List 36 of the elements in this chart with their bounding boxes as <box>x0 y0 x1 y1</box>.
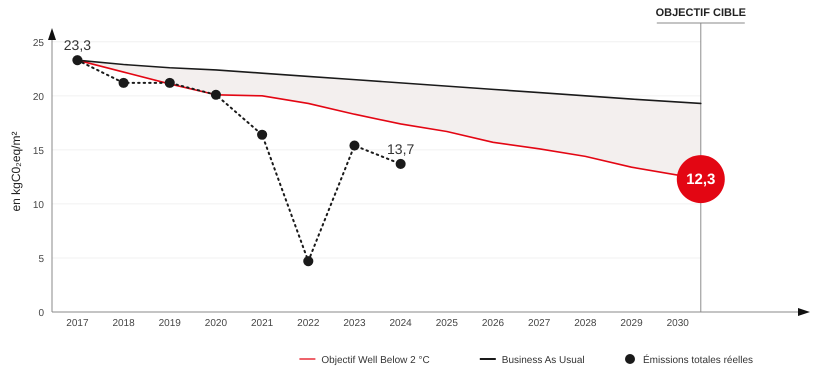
x-tick-label: 2028 <box>574 318 597 329</box>
legend-label: Objectif Well Below 2 °C <box>321 355 430 366</box>
y-tick-label: 10 <box>32 200 44 211</box>
point <box>257 130 268 140</box>
point <box>349 140 360 151</box>
legend-label: Émissions totales réelles <box>643 354 754 366</box>
point <box>396 158 406 169</box>
y-axis-title: en kgC0₂eq/m² <box>9 131 23 212</box>
y-tick-label: 20 <box>32 92 44 103</box>
point <box>164 78 175 88</box>
point <box>210 90 221 100</box>
point <box>72 55 82 66</box>
point <box>118 78 129 88</box>
y-tick-label: 5 <box>38 254 44 265</box>
x-tick-label: 2030 <box>666 318 690 329</box>
x-tick-label: 2019 <box>158 318 182 329</box>
y-tick-label: 0 <box>38 308 44 319</box>
ref-line-label: OBJECTIF CIBLE <box>656 7 746 19</box>
x-tick-label: 2025 <box>436 318 458 329</box>
data-label: 13,7 <box>387 140 414 157</box>
x-tick-label: 2021 <box>250 318 274 329</box>
y-tick-label: 25 <box>32 38 44 49</box>
data-label: 23,3 <box>64 37 92 54</box>
y-tick-label: 15 <box>32 146 44 157</box>
legend-label: Business As Usual <box>502 355 585 366</box>
x-tick-label: 2020 <box>204 318 228 329</box>
x-tick-label: 2017 <box>66 318 89 329</box>
x-tick-label: 2026 <box>482 318 505 329</box>
x-tick-label: 2023 <box>343 318 366 329</box>
annotation: 12,3 <box>686 171 716 188</box>
x-tick-label: 2022 <box>297 318 320 329</box>
x-tick-label: 2029 <box>620 318 644 329</box>
x-tick-label: 2024 <box>390 318 412 329</box>
x-tick-label: 2027 <box>528 318 551 329</box>
point <box>303 256 314 266</box>
x-tick-label: 2018 <box>112 318 136 329</box>
